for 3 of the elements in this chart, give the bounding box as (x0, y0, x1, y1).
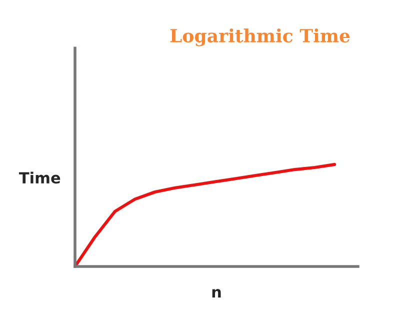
chart-title: Logarithmic Time (170, 28, 350, 46)
y-axis-title: Time (18, 172, 60, 184)
x-axis-title: n (212, 289, 221, 298)
